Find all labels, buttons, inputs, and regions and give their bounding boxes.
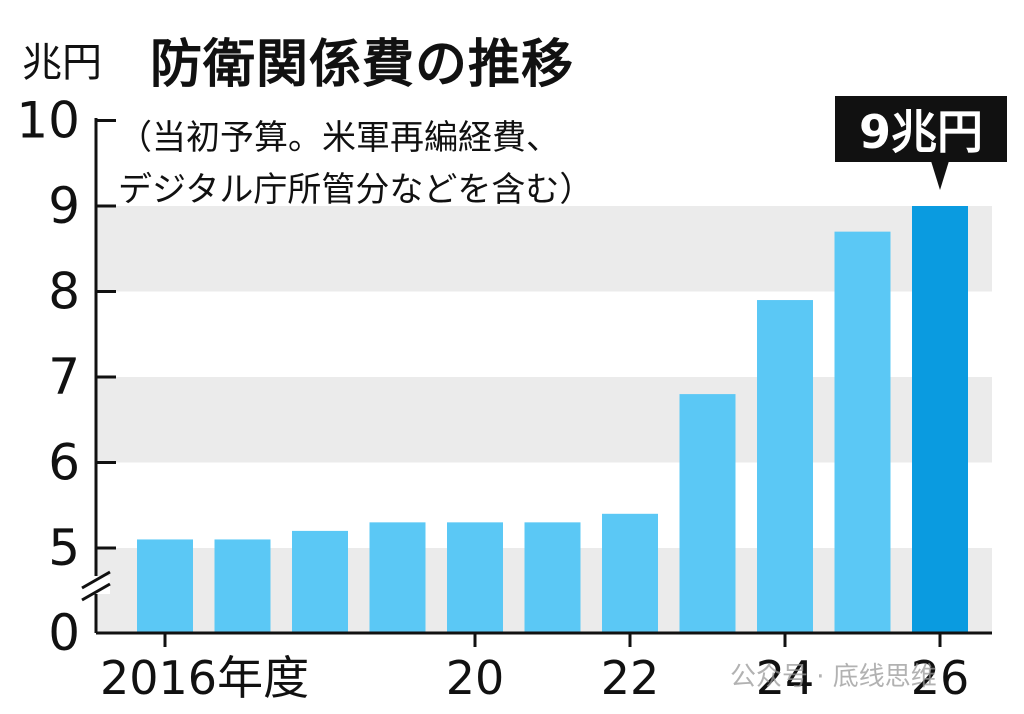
axis-break-mark [81, 570, 111, 590]
x-tick-label: 2016年度 [100, 651, 309, 705]
bar-2021 [524, 522, 581, 633]
chart-note: （当初予算。米軍再編経費、 デジタル庁所管分などを含む） [118, 118, 594, 210]
bar-2023 [679, 394, 736, 633]
y-tick-label: 8 [48, 263, 80, 321]
bar-2026 [912, 206, 968, 633]
chart-title: 防衛関係費の推移 [150, 35, 575, 95]
y-tick-label: 7 [48, 348, 80, 406]
x-tick-label: 20 [446, 651, 505, 705]
y-unit-label: 兆円 [22, 40, 102, 86]
y-tick-label: 10 [16, 92, 80, 150]
bar-2020 [447, 522, 503, 633]
callout-pointer [931, 161, 949, 190]
bar-2016 [137, 539, 193, 633]
watermark: 公众号 · 底线思维 [730, 662, 937, 692]
y-tick-label: 6 [48, 434, 80, 492]
x-tick-label: 24 [756, 651, 815, 705]
y-tick-label: 0 [48, 604, 80, 662]
bar-2017 [214, 539, 271, 633]
axis-break-mark [81, 582, 111, 602]
value-callout: 9兆円 [835, 96, 1007, 162]
x-tick-label: 22 [601, 651, 660, 705]
bar-2018 [292, 530, 348, 633]
bar-2024 [757, 300, 813, 633]
y-tick-label: 9 [48, 177, 80, 235]
x-tick-label: 26 [911, 651, 970, 705]
y-tick-label: 5 [48, 519, 80, 577]
bar-2025 [834, 231, 891, 633]
bar-2022 [602, 513, 658, 633]
bar-2019 [369, 522, 426, 633]
